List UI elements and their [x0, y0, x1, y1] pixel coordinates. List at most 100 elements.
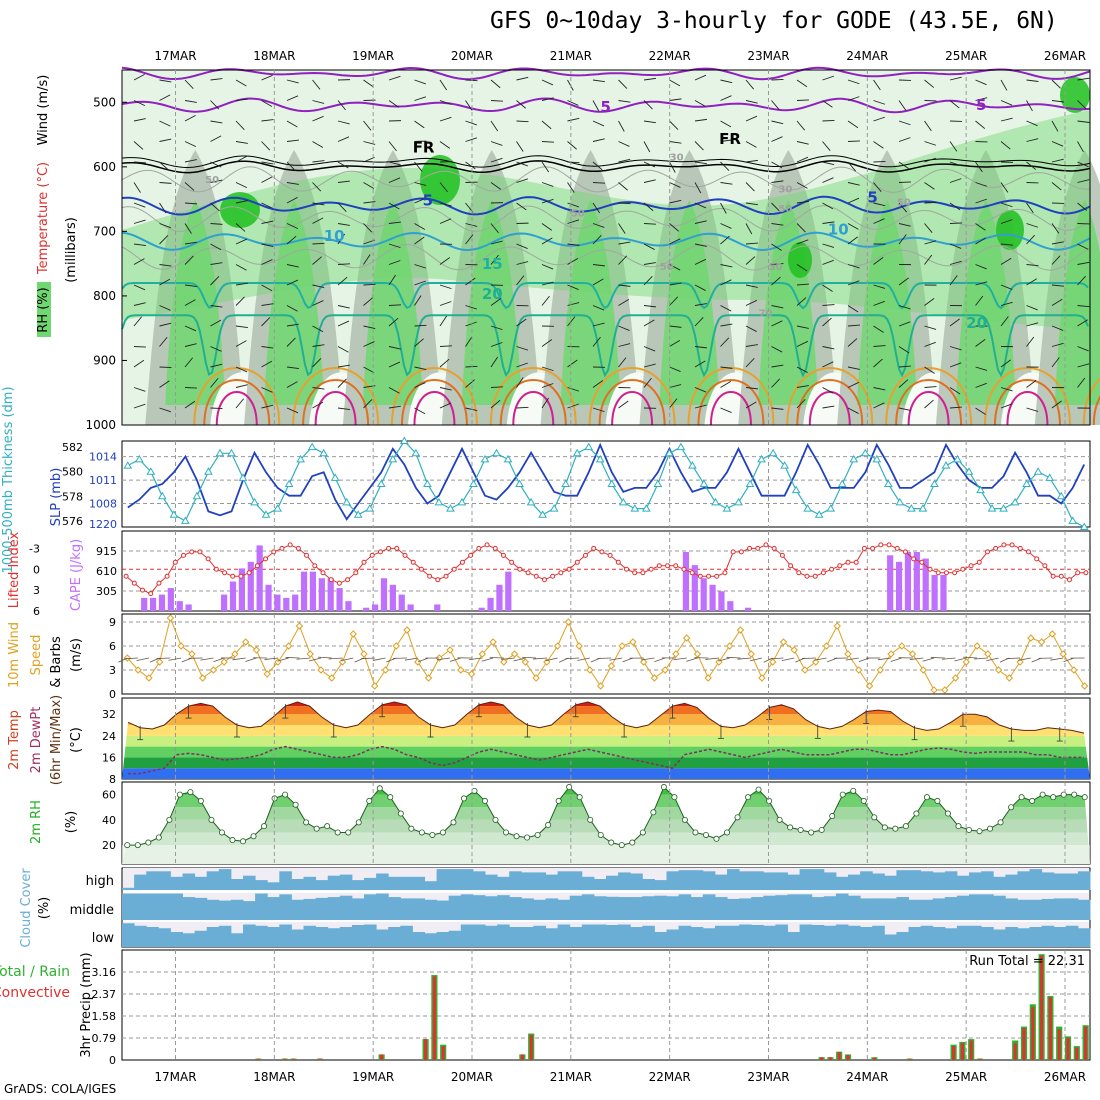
cloud-bar	[206, 871, 220, 890]
wind-barb	[388, 405, 401, 409]
lifted-index-marker	[804, 573, 810, 579]
cloud-bar	[884, 934, 897, 947]
cloud-bar	[194, 876, 208, 890]
lifted-index-marker	[984, 549, 990, 555]
wind10m-marker	[285, 642, 293, 650]
rh2m-marker	[776, 816, 783, 823]
cloud-bar	[896, 897, 909, 920]
wind-barb	[1000, 284, 1013, 290]
wind-barb	[924, 386, 937, 388]
rh2m-marker	[218, 829, 225, 836]
cloud-bar	[509, 927, 522, 947]
cloud-bar	[956, 925, 970, 947]
wind-barb	[490, 298, 502, 306]
precip-convective-bar	[960, 1043, 964, 1060]
cloud-bar	[606, 925, 619, 947]
wind-barb	[286, 79, 299, 84]
wind-barb	[261, 202, 273, 209]
wind-barb	[414, 120, 425, 129]
wind-barb	[1051, 325, 1064, 331]
wind-barb	[516, 275, 525, 286]
wind-barb	[924, 201, 937, 204]
wind-barb	[873, 358, 883, 368]
bottom-date-label: 21MAR	[550, 1070, 592, 1084]
wind-barb	[720, 182, 733, 185]
cape-bar	[309, 571, 317, 611]
wind10m-marker	[241, 638, 250, 646]
wind-barb	[312, 160, 325, 163]
wind10m-marker	[812, 658, 820, 666]
wind10m-marker	[736, 626, 745, 634]
cloud-bar	[557, 899, 571, 920]
rh2m-marker	[850, 787, 857, 794]
wind-barb	[1000, 359, 1011, 368]
wind-barb	[210, 276, 220, 286]
isotherm-30	[400, 379, 468, 426]
wind-barb	[1000, 243, 1013, 246]
wind-barb	[414, 324, 427, 327]
precip-convective-bar	[292, 1058, 296, 1060]
wind-barb	[439, 315, 448, 327]
cloud-bar	[206, 899, 220, 920]
wind10m-marker	[715, 658, 723, 666]
temperature-band	[122, 768, 1090, 779]
wind-barb	[771, 346, 783, 353]
rh2m-marker	[671, 794, 678, 801]
top-date-label: 25MAR	[945, 49, 987, 63]
rh2m-marker	[1060, 791, 1067, 798]
wind-barb	[720, 323, 733, 327]
rh2m-marker	[871, 814, 878, 821]
wind-barb	[898, 202, 908, 213]
cloud-bar	[364, 924, 377, 947]
cloud-bar	[448, 869, 462, 890]
cloud-bar	[158, 871, 171, 890]
wind-barb	[414, 96, 427, 101]
wind10m-marker	[414, 658, 422, 666]
wind-barb	[847, 324, 860, 327]
wind10m-marker	[446, 646, 454, 654]
cloud-bar	[1005, 874, 1018, 890]
thickness-marker	[572, 448, 582, 457]
wind-barbs	[133, 74, 1090, 415]
wind-barb	[133, 403, 146, 409]
rh-saturated-blob	[1060, 77, 1090, 113]
thickness-marker	[399, 436, 409, 444]
lifted-index-marker	[624, 566, 630, 572]
bottom-date-label: 25MAR	[945, 1070, 987, 1084]
wind-barb	[847, 96, 860, 101]
wind10m-barb	[372, 657, 386, 661]
lifted-index-marker	[911, 556, 917, 562]
wind-barb	[873, 160, 886, 163]
wind-barb	[1077, 100, 1087, 110]
wind-barb	[669, 384, 682, 388]
cloud-bar	[230, 899, 244, 920]
wind-barb	[210, 363, 223, 368]
lifted-index-marker	[730, 549, 736, 555]
cape-bar	[434, 604, 441, 611]
thickness-marker	[250, 497, 259, 506]
wind10m-marker	[779, 638, 788, 646]
wind-barb	[414, 264, 427, 269]
cloud-bar	[593, 924, 607, 947]
thickness-marker	[941, 461, 951, 469]
cloud-bar	[630, 873, 643, 890]
rh2m-marker	[471, 787, 478, 794]
wind10m-barb	[264, 657, 279, 660]
ylabel-pressure-unit: (millibars)	[64, 217, 79, 283]
wind-barb	[847, 182, 860, 186]
cloud-bar	[194, 897, 208, 920]
lifted-index-marker	[935, 570, 941, 576]
lifted-index-marker	[295, 545, 301, 551]
wind-barb	[337, 364, 350, 368]
cape-bar	[141, 597, 148, 611]
wind-barb	[1000, 182, 1009, 193]
lifted-index-marker	[1009, 542, 1015, 548]
wind10m-marker	[586, 666, 594, 674]
rh-plume-green	[461, 200, 522, 405]
cloud-bar	[509, 871, 522, 890]
wind-barb	[210, 407, 223, 409]
cloud-bar	[593, 896, 607, 920]
wind10m-barb	[277, 657, 289, 662]
cloud-bar	[412, 898, 425, 920]
cloud-bar	[460, 869, 474, 890]
